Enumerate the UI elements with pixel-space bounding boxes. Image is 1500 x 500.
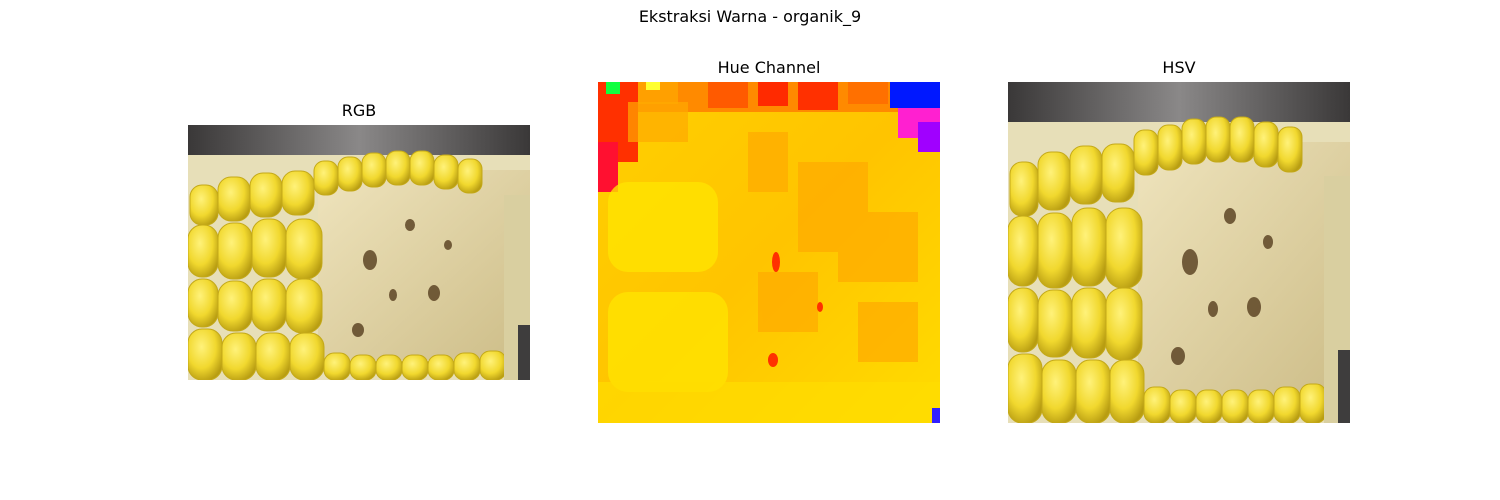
panel-hue-title: Hue Channel — [717, 58, 821, 77]
figure-title: Ekstraksi Warna - organik_9 — [638, 7, 862, 26]
panel-hsv-title: HSV — [1162, 58, 1196, 77]
panel-rgb-title: RGB — [341, 101, 377, 120]
panel-rgb-image — [188, 125, 530, 380]
panel-hue-image — [598, 82, 940, 423]
panel-hsv-image — [1008, 82, 1350, 423]
